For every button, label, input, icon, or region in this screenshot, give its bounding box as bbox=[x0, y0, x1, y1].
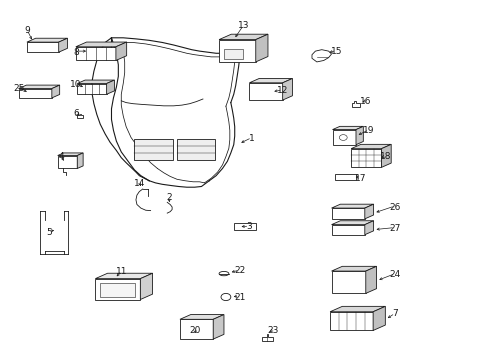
Text: 15: 15 bbox=[330, 46, 342, 55]
Polygon shape bbox=[355, 126, 363, 145]
Polygon shape bbox=[351, 101, 359, 107]
Text: 25: 25 bbox=[13, 84, 24, 93]
Text: 17: 17 bbox=[354, 174, 366, 183]
Polygon shape bbox=[213, 315, 224, 339]
Text: 8: 8 bbox=[73, 48, 79, 57]
Polygon shape bbox=[329, 306, 385, 312]
Polygon shape bbox=[381, 144, 390, 167]
Bar bbox=[100, 283, 135, 297]
Text: 20: 20 bbox=[188, 326, 200, 335]
Polygon shape bbox=[331, 225, 364, 235]
Polygon shape bbox=[261, 334, 272, 341]
Polygon shape bbox=[329, 312, 372, 330]
Polygon shape bbox=[331, 221, 373, 225]
Polygon shape bbox=[331, 204, 373, 208]
Polygon shape bbox=[249, 78, 292, 83]
Polygon shape bbox=[365, 266, 376, 293]
Text: 10: 10 bbox=[70, 80, 81, 89]
Polygon shape bbox=[77, 114, 83, 118]
Polygon shape bbox=[95, 279, 140, 300]
Bar bbox=[233, 223, 255, 230]
Polygon shape bbox=[77, 153, 83, 168]
Text: 1: 1 bbox=[248, 134, 254, 143]
Text: 12: 12 bbox=[276, 86, 288, 95]
Text: 27: 27 bbox=[388, 224, 400, 233]
Text: 22: 22 bbox=[233, 266, 245, 275]
Circle shape bbox=[339, 135, 346, 140]
Polygon shape bbox=[364, 204, 373, 219]
Polygon shape bbox=[331, 208, 364, 219]
Polygon shape bbox=[350, 149, 381, 167]
Polygon shape bbox=[332, 126, 363, 130]
Text: 19: 19 bbox=[363, 126, 374, 135]
Polygon shape bbox=[140, 273, 152, 300]
Bar bbox=[334, 174, 355, 180]
Polygon shape bbox=[255, 34, 267, 62]
Polygon shape bbox=[52, 85, 60, 98]
Text: 5: 5 bbox=[46, 228, 52, 237]
Polygon shape bbox=[19, 85, 60, 89]
Polygon shape bbox=[331, 271, 365, 293]
Text: 18: 18 bbox=[379, 152, 390, 161]
Text: 3: 3 bbox=[246, 222, 252, 231]
Polygon shape bbox=[332, 130, 355, 145]
Polygon shape bbox=[106, 80, 114, 94]
Polygon shape bbox=[331, 266, 376, 271]
Polygon shape bbox=[311, 50, 331, 62]
Text: 24: 24 bbox=[388, 270, 400, 279]
Polygon shape bbox=[116, 42, 126, 60]
Polygon shape bbox=[76, 47, 116, 60]
Text: 21: 21 bbox=[233, 292, 245, 302]
Polygon shape bbox=[77, 84, 106, 94]
Polygon shape bbox=[350, 144, 390, 149]
Circle shape bbox=[221, 293, 230, 301]
Polygon shape bbox=[19, 89, 52, 98]
Bar bbox=[177, 139, 215, 160]
Polygon shape bbox=[59, 38, 67, 52]
Text: 7: 7 bbox=[391, 309, 397, 318]
Polygon shape bbox=[27, 38, 67, 42]
Polygon shape bbox=[76, 42, 126, 47]
Polygon shape bbox=[58, 153, 83, 156]
Polygon shape bbox=[95, 273, 152, 279]
Polygon shape bbox=[58, 156, 77, 168]
Bar bbox=[224, 49, 242, 59]
Text: 26: 26 bbox=[388, 202, 400, 211]
Polygon shape bbox=[77, 80, 114, 84]
Polygon shape bbox=[219, 34, 267, 40]
Text: 9: 9 bbox=[24, 26, 30, 35]
Text: 11: 11 bbox=[115, 267, 127, 276]
Text: 16: 16 bbox=[359, 97, 371, 106]
Text: 14: 14 bbox=[133, 179, 145, 188]
Polygon shape bbox=[180, 315, 224, 319]
Polygon shape bbox=[249, 83, 282, 100]
Text: 4: 4 bbox=[58, 152, 64, 161]
Bar bbox=[134, 139, 172, 160]
Text: 23: 23 bbox=[266, 326, 278, 335]
Polygon shape bbox=[372, 306, 385, 330]
Polygon shape bbox=[282, 78, 292, 100]
Polygon shape bbox=[364, 221, 373, 235]
Text: 6: 6 bbox=[73, 109, 79, 118]
Ellipse shape bbox=[219, 271, 228, 276]
Polygon shape bbox=[219, 40, 255, 62]
Text: 2: 2 bbox=[165, 194, 171, 202]
Polygon shape bbox=[180, 319, 213, 339]
Polygon shape bbox=[27, 42, 59, 52]
Text: 13: 13 bbox=[237, 21, 249, 30]
